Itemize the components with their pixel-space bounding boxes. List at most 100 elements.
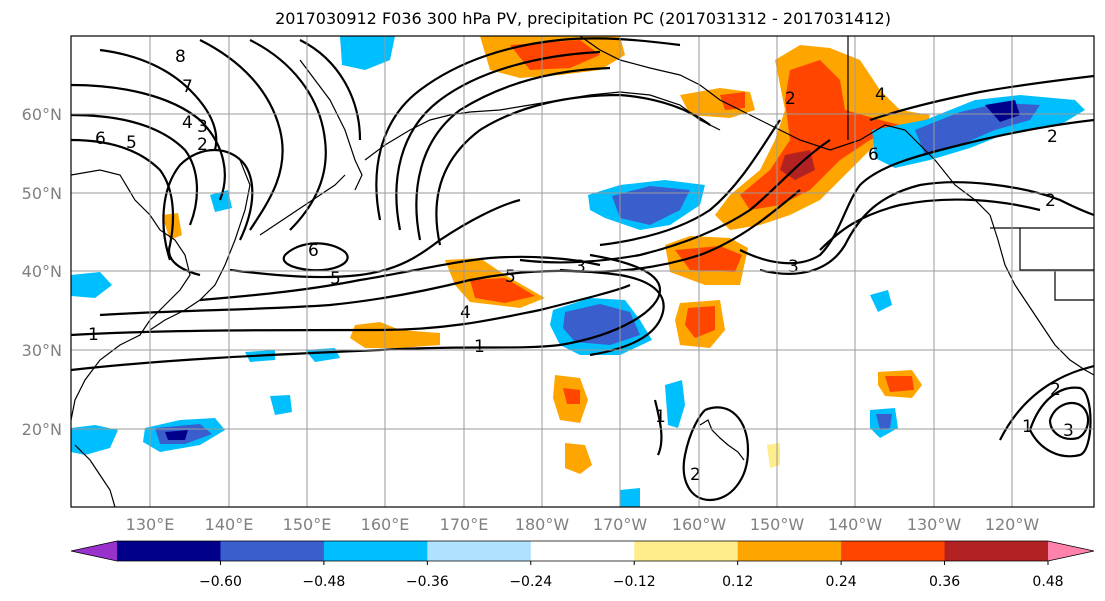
precip-negative-area (876, 414, 892, 430)
pv-contour (1048, 402, 1090, 440)
colorbar-segment (841, 541, 946, 561)
pv-contour-labels: 8 7 6 5 4 3 2 6 5 4 3 1 1 5 6 2 2 3 1 2 (88, 47, 1074, 485)
precip-positive-area (685, 306, 715, 338)
precip-negative-area (985, 100, 1020, 122)
pv-contour (162, 148, 254, 261)
colorbar-segment (944, 541, 1049, 561)
contour-label: 5 (505, 267, 516, 287)
pv-contour (99, 269, 665, 357)
latitude-label: 30°N (22, 341, 62, 360)
precip-negative-area (620, 488, 640, 507)
map-panel: 8 7 6 5 4 3 2 6 5 4 3 1 1 5 6 2 2 3 1 2 (70, 35, 1095, 508)
colorbar-segment (323, 541, 428, 561)
pv-contour (999, 364, 1094, 441)
pv-contour (819, 198, 1041, 251)
colorbar-segment (737, 541, 842, 561)
coastline-japan (149, 159, 251, 331)
latitude-label: 60°N (22, 105, 62, 124)
pv-contour (71, 138, 201, 277)
coastline-kamchatka (299, 59, 363, 191)
pv-contour (71, 284, 631, 337)
pv-contour (435, 93, 711, 246)
contour-label: 1 (1022, 417, 1033, 437)
map-frame (70, 35, 1095, 508)
colorbar-segment (530, 541, 635, 561)
longitude-label: 130°E (126, 515, 175, 534)
colorbar-extend-low (71, 541, 117, 561)
latitude-labels: 20°N 30°N 40°N 50°N 60°N (22, 105, 62, 439)
longitude-label: 180°W (515, 515, 570, 534)
pv-contour (519, 139, 831, 264)
contour-label: 3 (575, 257, 586, 277)
contour-label: 5 (330, 269, 341, 289)
precip-shading (71, 36, 1085, 507)
pv-contour (395, 50, 601, 231)
colorbar-tick-label: −0.24 (509, 574, 552, 590)
colorbar-tick-label: −0.60 (199, 574, 242, 590)
coastline-aleutians (364, 91, 721, 161)
longitude-label: 150°W (750, 515, 805, 534)
contour-label: 2 (785, 89, 796, 109)
pv-contour (1028, 386, 1092, 458)
contour-label: 2 (1050, 380, 1061, 400)
longitude-label: 130°W (907, 515, 962, 534)
colorbar-segment (427, 541, 532, 561)
contour-label: 4 (460, 303, 471, 323)
contour-label: 1 (655, 407, 666, 427)
contour-label: 2 (690, 465, 701, 485)
precip-positive-area (885, 376, 914, 392)
contour-label: 6 (868, 145, 879, 165)
pv-contour (599, 119, 781, 247)
precip-positive-area (565, 443, 592, 474)
pv-contour (99, 48, 218, 151)
longitude-label: 120°W (985, 515, 1040, 534)
precip-positive-area (720, 92, 745, 110)
precip-negative-area (870, 290, 892, 312)
pv-contour (682, 406, 750, 502)
longitude-label: 170°E (440, 515, 489, 534)
colorbar-tick-label: 0.24 (826, 574, 857, 590)
contour-label: 1 (88, 325, 99, 345)
pv-contour (415, 66, 611, 241)
pv-contour (282, 242, 349, 272)
contour-label: 8 (175, 47, 186, 67)
colorbar-extend-high (1048, 541, 1094, 561)
boundary-lines (847, 36, 1094, 301)
precip-positive-area (675, 246, 742, 272)
pv-contour (71, 83, 226, 201)
precip-negative-area (340, 36, 395, 70)
pv-contours (71, 37, 1094, 502)
precip-negative-area (612, 186, 690, 225)
coastline-kurils (259, 174, 346, 236)
pv-contour (71, 253, 662, 372)
precip-negative-area (210, 190, 232, 212)
contour-label: 3 (197, 117, 208, 137)
contour-label: 4 (875, 85, 886, 105)
coastline-alaska (579, 36, 991, 216)
colorbar-tick-label: 0.36 (929, 574, 960, 590)
pv-contour (739, 118, 1094, 265)
coastlines (71, 36, 1094, 507)
precip-positive-area (510, 40, 600, 70)
longitude-label: 170°W (593, 515, 648, 534)
pv-contour (249, 39, 327, 231)
pv-contour (759, 181, 1094, 275)
coastline-asia (71, 169, 191, 421)
precip-negative-area (71, 272, 112, 298)
precip-positive-area (563, 388, 580, 404)
longitude-label: 150°E (283, 515, 332, 534)
contour-label: 2 (197, 135, 208, 155)
colorbar-segment (634, 541, 739, 561)
precip-negative-area (165, 430, 188, 440)
precip-negative-area (71, 425, 118, 455)
colorbar-tick-label: 0.12 (722, 574, 753, 590)
contour-label: 3 (788, 257, 799, 277)
coastline-north-america (989, 214, 1094, 376)
contour-label: 1 (474, 337, 485, 357)
colorbar-outline (70, 540, 1095, 562)
precip-negative-area (270, 395, 292, 415)
pv-contour (199, 255, 601, 302)
contour-label: 2 (1045, 191, 1056, 211)
contour-label: 3 (1063, 421, 1074, 441)
